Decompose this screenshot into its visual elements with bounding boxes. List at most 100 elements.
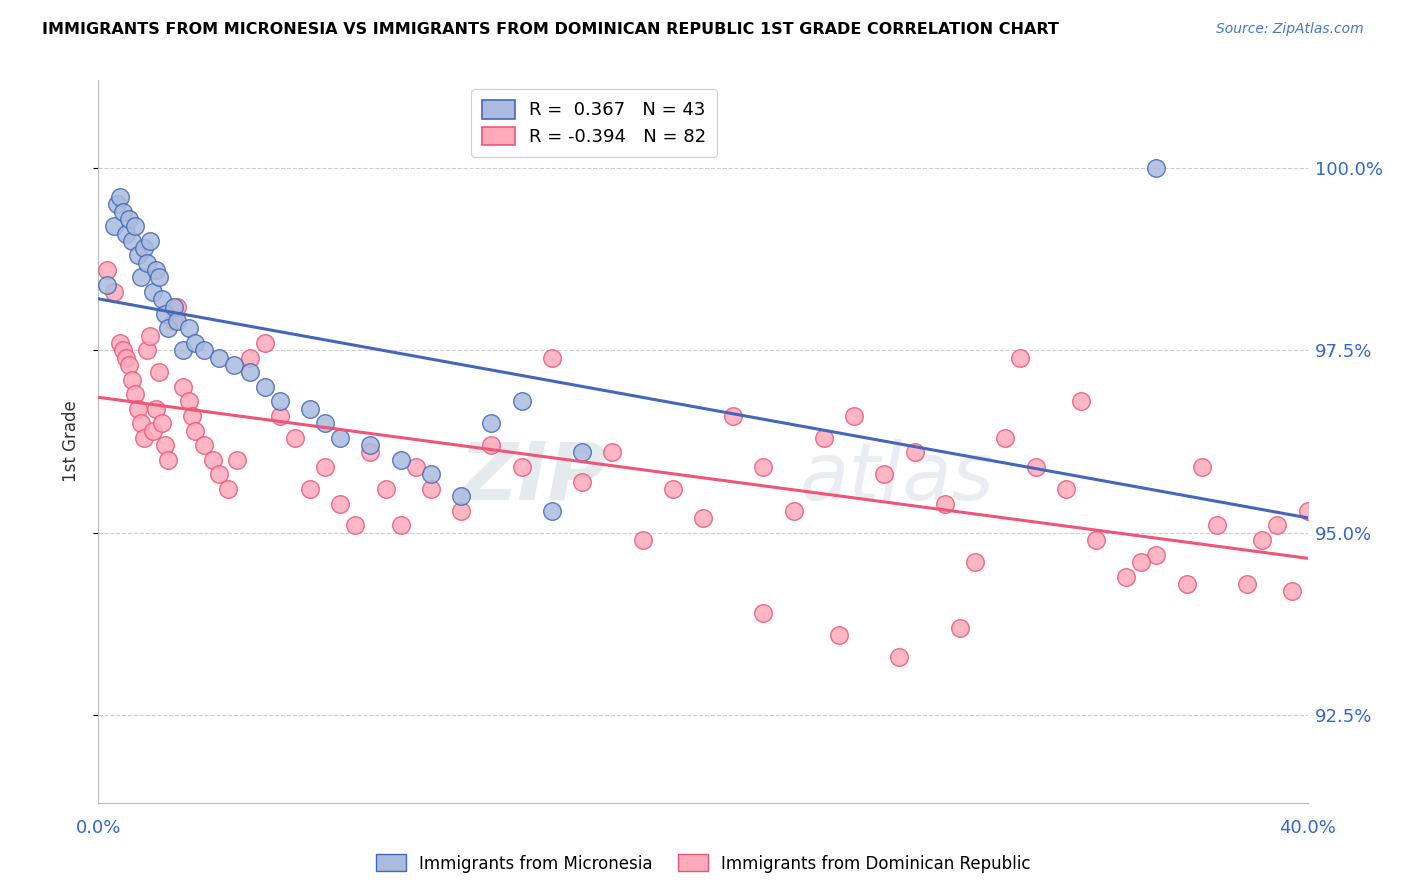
Point [150, 417, 173, 431]
Point [1236, 577, 1258, 591]
Point [752, 606, 775, 620]
Point [299, 401, 322, 416]
Point [111, 343, 134, 358]
Point [163, 314, 186, 328]
Point [360, 438, 382, 452]
Point [166, 314, 188, 328]
Point [193, 343, 215, 358]
Point [121, 234, 143, 248]
Point [360, 445, 382, 459]
Point [105, 197, 128, 211]
Point [692, 511, 714, 525]
Point [1146, 161, 1168, 175]
Point [1115, 569, 1137, 583]
Point [405, 460, 427, 475]
Point [253, 380, 276, 394]
Point [114, 351, 136, 365]
Point [153, 438, 176, 452]
Point [127, 248, 149, 262]
Point [217, 482, 239, 496]
Point [540, 351, 562, 365]
Point [1296, 504, 1319, 518]
Point [103, 285, 125, 299]
Y-axis label: 1st Grade: 1st Grade [62, 401, 80, 483]
Point [156, 452, 179, 467]
Point [172, 380, 194, 394]
Point [314, 460, 336, 475]
Point [253, 336, 276, 351]
Point [344, 518, 367, 533]
Point [1206, 518, 1229, 533]
Point [139, 328, 162, 343]
Point [239, 365, 262, 379]
Point [284, 431, 307, 445]
Point [224, 358, 246, 372]
Point [118, 358, 141, 372]
Point [269, 409, 291, 423]
Point [179, 394, 201, 409]
Point [949, 621, 972, 635]
Point [172, 343, 194, 358]
Point [148, 365, 170, 379]
Point [450, 489, 472, 503]
Point [239, 351, 262, 365]
Point [179, 321, 201, 335]
Point [193, 438, 215, 452]
Text: atlas: atlas [800, 439, 994, 516]
Point [571, 445, 593, 459]
Point [184, 336, 207, 351]
Point [96, 277, 118, 292]
Point [1054, 482, 1077, 496]
Point [1146, 548, 1168, 562]
Point [420, 482, 443, 496]
Point [145, 401, 167, 416]
Point [420, 467, 443, 482]
Point [389, 452, 412, 467]
Point [135, 256, 157, 270]
Point [226, 452, 249, 467]
Point [208, 351, 231, 365]
Point [1010, 351, 1032, 365]
Point [129, 270, 152, 285]
Point [142, 424, 165, 438]
Point [994, 431, 1017, 445]
Point [269, 394, 291, 409]
Point [314, 417, 336, 431]
Point [299, 482, 322, 496]
Point [1175, 577, 1198, 591]
Point [904, 445, 927, 459]
Point [602, 445, 624, 459]
Text: ZIP: ZIP [458, 439, 606, 516]
Point [202, 452, 225, 467]
Point [889, 649, 911, 664]
Point [510, 394, 533, 409]
Point [127, 401, 149, 416]
Point [114, 227, 136, 241]
Point [1251, 533, 1274, 547]
Point [631, 533, 654, 547]
Point [184, 424, 207, 438]
Point [450, 504, 472, 518]
Legend: Immigrants from Micronesia, Immigrants from Dominican Republic: Immigrants from Micronesia, Immigrants f… [368, 847, 1038, 880]
Point [96, 263, 118, 277]
Point [510, 460, 533, 475]
Point [1191, 460, 1213, 475]
Point [844, 409, 866, 423]
Point [481, 417, 503, 431]
Point [121, 372, 143, 386]
Point [145, 263, 167, 277]
Point [181, 409, 204, 423]
Point [135, 343, 157, 358]
Point [103, 219, 125, 234]
Point [150, 292, 173, 306]
Point [481, 438, 503, 452]
Point [934, 497, 956, 511]
Point [108, 190, 131, 204]
Point [723, 409, 745, 423]
Point [1130, 555, 1153, 569]
Point [153, 307, 176, 321]
Text: Source: ZipAtlas.com: Source: ZipAtlas.com [1216, 22, 1364, 37]
Point [148, 270, 170, 285]
Point [813, 431, 835, 445]
Point [873, 467, 896, 482]
